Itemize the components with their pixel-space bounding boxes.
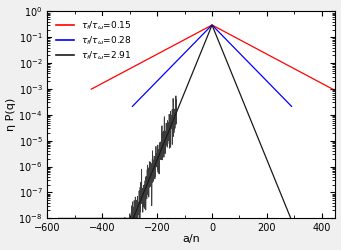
Legend: $\tau_f/\tau_\omega$=0.15, $\tau_f/\tau_\omega$=0.28, $\tau_f/\tau_\omega$=2.91: $\tau_f/\tau_\omega$=0.15, $\tau_f/\tau_… [52, 16, 135, 65]
X-axis label: a/n: a/n [182, 234, 200, 244]
Y-axis label: η P(q): η P(q) [5, 98, 16, 132]
